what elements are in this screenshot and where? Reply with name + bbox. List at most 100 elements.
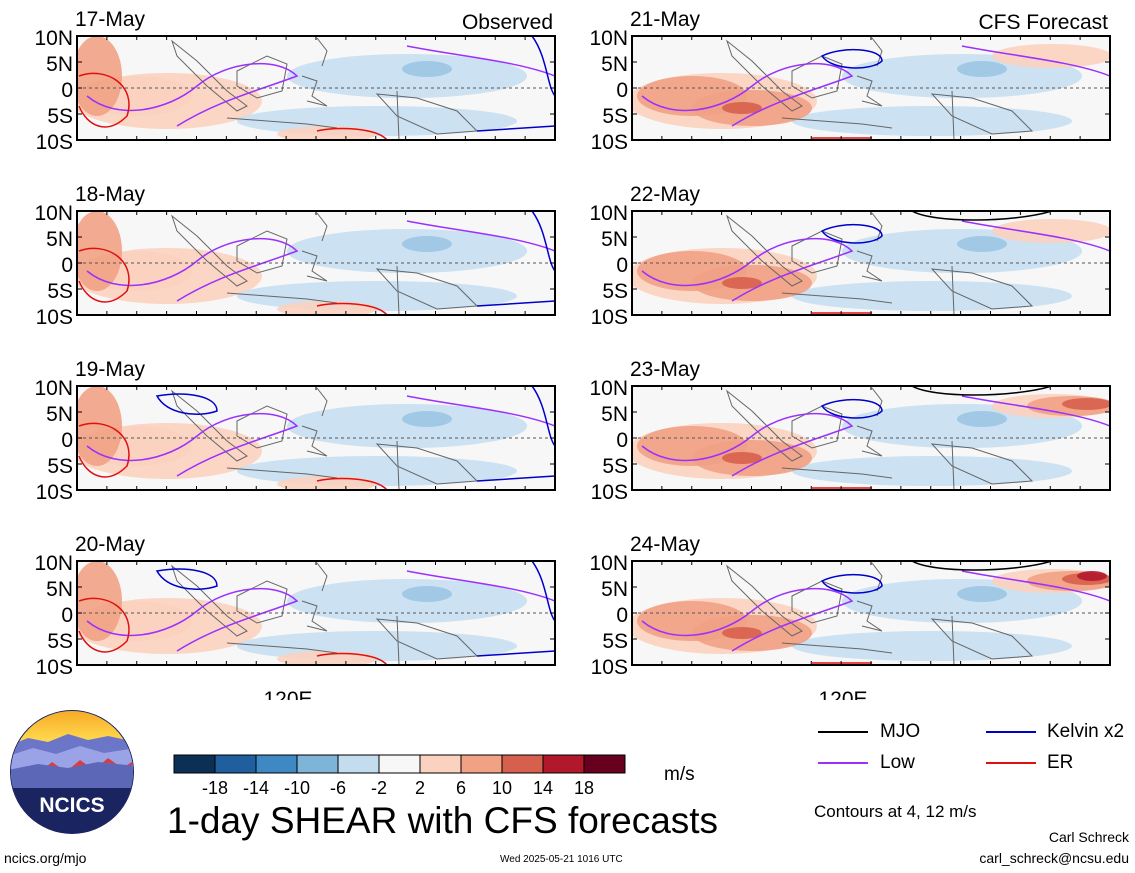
y-tick-label: 5N <box>46 578 73 601</box>
panel-date: 18-May <box>75 183 146 206</box>
colorbar-swatch <box>378 754 421 774</box>
y-tick-label: 0 <box>616 429 628 452</box>
panel-field <box>632 211 1110 315</box>
y-tick-label: 5N <box>601 403 628 426</box>
shading-blob <box>402 61 452 77</box>
shading-blob <box>287 579 527 623</box>
y-tick-label: 10N <box>589 202 628 225</box>
coastline <box>951 440 955 490</box>
contour-mjo <box>911 211 1053 221</box>
legend-line-low <box>818 762 868 764</box>
panel-date: 19-May <box>75 358 146 381</box>
coastline <box>871 212 883 242</box>
coastline <box>396 615 400 665</box>
panel: 10N 5N 0 5S 10S 22-May <box>589 183 1111 329</box>
coastline <box>725 564 803 637</box>
colorbar-swatch <box>460 754 503 774</box>
y-tick-label: 10S <box>36 481 73 504</box>
y-tick-label: 5N <box>601 578 628 601</box>
shading-blob <box>992 44 1110 68</box>
colorbar-swatch <box>501 754 544 774</box>
y-tick-label: 10S <box>36 306 73 329</box>
x-axis-label: 120E <box>263 688 312 700</box>
panel-field <box>77 386 555 490</box>
y-tick-label: 5N <box>46 403 73 426</box>
colorbar-swatch <box>296 754 339 774</box>
panel-date: 17-May <box>75 8 146 31</box>
colorbar-swatch <box>542 754 585 774</box>
contour-kelvin <box>531 561 555 622</box>
shading-blob <box>992 219 1110 243</box>
contour-low <box>86 238 299 302</box>
contour-low <box>961 45 1110 77</box>
colorbar-tick-label: -14 <box>243 778 269 798</box>
coastline <box>301 75 328 107</box>
coastline <box>170 564 248 637</box>
panel-field <box>632 386 1110 490</box>
coastline <box>396 265 400 315</box>
contour-kelvin <box>820 48 883 69</box>
legend-line-er <box>986 762 1036 764</box>
contour-kelvin <box>476 125 555 132</box>
y-tick-label: 10S <box>591 131 628 154</box>
y-tick-label: 5N <box>601 53 628 76</box>
timestamp: Wed 2025-05-21 1016 UTC <box>500 854 623 865</box>
coastline <box>170 214 248 287</box>
panel: 10N 5N 0 5S 10S 24-May <box>589 533 1111 679</box>
shading-blob <box>1077 571 1107 581</box>
contour-kelvin <box>155 393 218 415</box>
contour-er <box>78 72 130 128</box>
colorbar-units: m/s <box>664 764 695 785</box>
panel-date: 21-May <box>630 8 701 31</box>
colorbar-swatch <box>337 754 380 774</box>
coastline <box>856 600 883 632</box>
colorbar: -18 -14 -10 -6 -2 2 6 10 14 18 <box>173 754 626 798</box>
logo-text: NCICS <box>39 794 104 817</box>
shading-blob <box>287 54 527 98</box>
colorbar-tick-label: -2 <box>371 778 387 798</box>
panel-field <box>77 561 555 665</box>
coastline <box>930 268 1034 310</box>
coastline <box>236 55 288 99</box>
y-tick-label: 5N <box>46 53 73 76</box>
colorbar-tick-label: 10 <box>492 778 512 798</box>
contour-kelvin <box>820 398 883 419</box>
contour-kelvin <box>476 300 555 307</box>
shading-blob <box>722 277 762 289</box>
coastline <box>236 580 288 624</box>
colorbar-swatch <box>173 754 216 774</box>
contour-kelvin <box>820 223 883 244</box>
colorbar-swatch <box>214 754 257 774</box>
shading-blob <box>792 281 1072 311</box>
coastline <box>396 440 400 490</box>
shading-blob <box>402 586 452 602</box>
x-axis-label: 120E <box>818 688 867 700</box>
coastline <box>316 387 328 417</box>
coastline <box>781 467 893 479</box>
y-tick-label: 10N <box>589 552 628 575</box>
legend-label-mjo: MJO <box>880 721 921 742</box>
contour-note: Contours at 4, 12 m/s <box>814 802 977 821</box>
author-email[interactable]: carl_schreck@ncsu.edu <box>979 850 1129 866</box>
coastline <box>871 37 883 67</box>
panel-field <box>632 37 1110 140</box>
contour-kelvin <box>820 573 883 594</box>
coastline <box>226 292 338 304</box>
panel: 10N 5N 0 5S 10S 19-May <box>34 358 556 504</box>
panel-date: 24-May <box>630 533 701 556</box>
shading-blob <box>77 561 122 641</box>
coastline <box>951 265 955 315</box>
colorbar-swatch <box>419 754 462 774</box>
shading-blob <box>77 36 122 116</box>
y-tick-label: 10N <box>589 377 628 400</box>
ncics-logo[interactable]: NCICS <box>8 708 136 836</box>
y-tick-label: 10S <box>591 481 628 504</box>
y-tick-label: 0 <box>61 254 73 277</box>
site-link[interactable]: ncics.org/mjo <box>4 850 87 866</box>
shading-blob <box>1062 398 1110 410</box>
colorbar-tick-label: 18 <box>574 778 594 798</box>
shading-blob <box>722 452 762 464</box>
contour-low <box>961 220 1110 252</box>
shading-blob <box>957 586 1007 602</box>
contour-low <box>86 588 299 652</box>
